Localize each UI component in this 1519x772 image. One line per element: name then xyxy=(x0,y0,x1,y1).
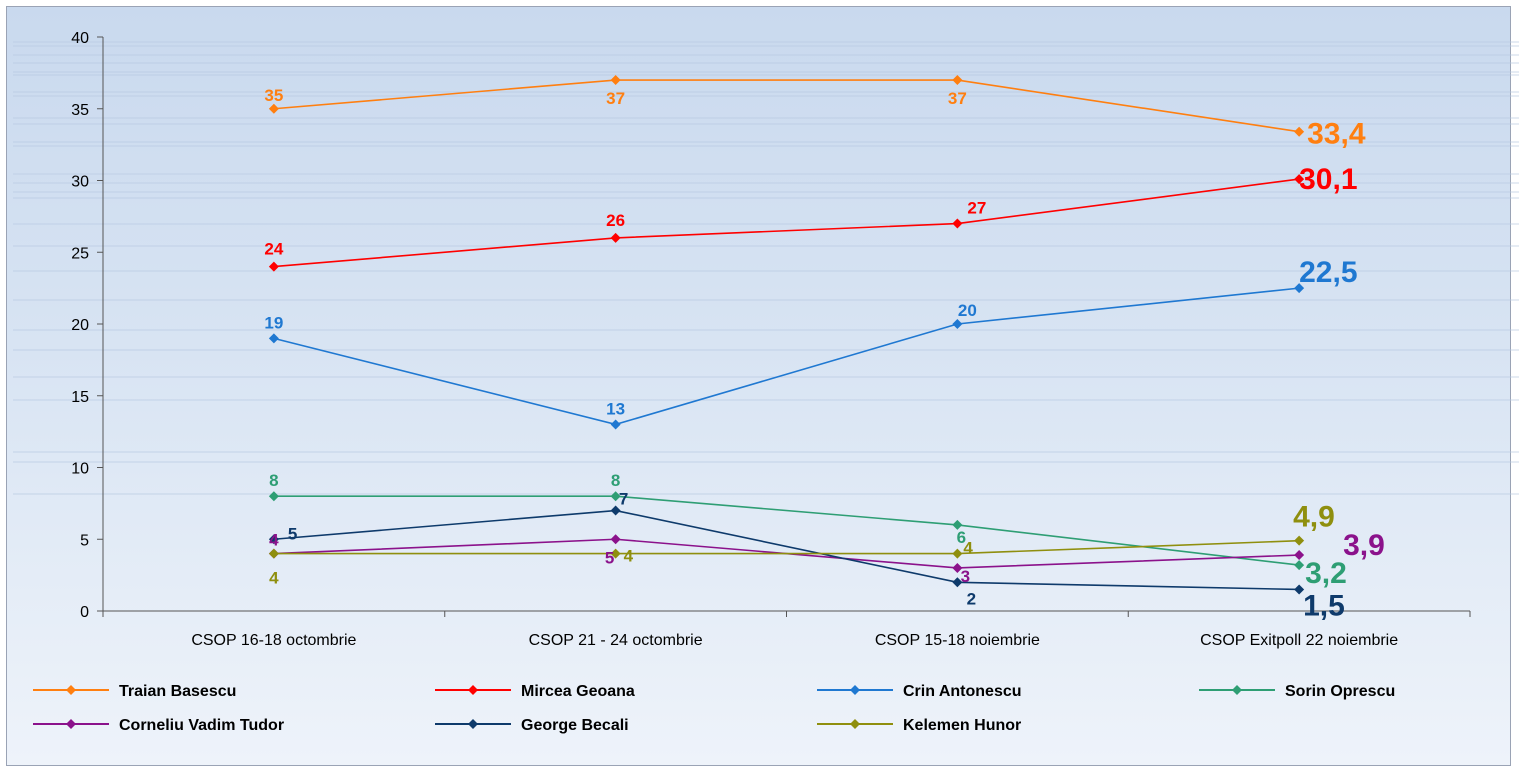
legend-marker xyxy=(468,719,478,729)
data-label: 37 xyxy=(948,89,967,108)
data-label: 22,5 xyxy=(1299,256,1357,289)
plot-background-stripes xyxy=(13,41,1519,495)
data-label: 4 xyxy=(269,569,279,588)
y-tick-label: 20 xyxy=(71,317,89,334)
legend-marker xyxy=(850,685,860,695)
series-line xyxy=(273,178,1300,268)
data-label: 24 xyxy=(264,240,283,259)
y-tick-label: 10 xyxy=(71,461,89,478)
data-label: 8 xyxy=(611,471,620,490)
data-point-marker xyxy=(1294,535,1305,546)
data-point-marker xyxy=(610,534,621,545)
data-label: 8 xyxy=(269,471,278,490)
legend-label: Sorin Oprescu xyxy=(1285,683,1395,700)
legend-label: Mircea Geoana xyxy=(521,683,635,700)
legend-label: Kelemen Hunor xyxy=(903,717,1021,734)
x-tick-label: CSOP 15-18 noiembrie xyxy=(875,632,1040,649)
data-label: 19 xyxy=(264,313,283,332)
data-point-marker xyxy=(1294,584,1305,595)
data-label: 5 xyxy=(288,524,297,543)
y-tick-label: 15 xyxy=(71,389,89,406)
x-tick-label: CSOP 16-18 octombrie xyxy=(191,632,356,649)
data-label: 3 xyxy=(961,567,970,586)
data-point-marker xyxy=(268,548,279,559)
data-label: 4,9 xyxy=(1293,501,1335,534)
y-tick-label: 0 xyxy=(80,604,89,621)
data-point-marker xyxy=(952,319,963,329)
data-point-marker xyxy=(268,534,279,545)
data-point-marker xyxy=(1294,126,1305,137)
series-line xyxy=(273,495,1300,566)
data-label: 4 xyxy=(269,531,279,550)
legend-marker xyxy=(66,685,76,695)
data-point-marker xyxy=(952,577,963,588)
series-line xyxy=(273,79,1300,133)
data-label: 30,1 xyxy=(1299,163,1357,196)
data-point-marker xyxy=(1294,283,1305,294)
y-tick-label: 35 xyxy=(71,102,89,119)
series-lines xyxy=(268,75,1305,595)
legend-marker xyxy=(850,719,860,729)
data-point-marker xyxy=(268,333,279,344)
y-tick-label: 30 xyxy=(71,174,89,191)
data-label: 5 xyxy=(605,548,614,567)
data-label: 26 xyxy=(606,211,625,230)
data-point-marker xyxy=(952,548,963,559)
data-label: 1,5 xyxy=(1303,589,1345,622)
data-label: 13 xyxy=(606,399,625,418)
data-label: 20 xyxy=(958,301,977,320)
data-point-marker xyxy=(952,519,963,530)
data-point-marker xyxy=(610,491,621,502)
data-label: 37 xyxy=(606,89,625,108)
legend-label: Crin Antonescu xyxy=(903,683,1022,700)
data-point-marker xyxy=(268,491,279,502)
data-label: 3,2 xyxy=(1305,557,1347,590)
legend-label: Corneliu Vadim Tudor xyxy=(119,717,284,734)
series-line xyxy=(273,539,1300,555)
chart-frame xyxy=(6,6,1511,766)
data-label: 35 xyxy=(264,86,283,105)
x-tick-label: CSOP Exitpoll 22 noiembrie xyxy=(1200,632,1398,649)
data-point-marker xyxy=(268,103,279,114)
data-point-marker xyxy=(1294,174,1305,185)
x-tick-label: CSOP 21 - 24 octombrie xyxy=(529,632,703,649)
legend: Traian Basescu Mircea Geoana Crin Antonesc… xyxy=(33,683,1395,734)
data-label: 2 xyxy=(967,589,976,608)
series-line xyxy=(273,509,1300,591)
data-point-marker xyxy=(610,505,621,516)
series-line xyxy=(273,287,1300,426)
data-label: 7 xyxy=(619,490,628,509)
data-label: 3,9 xyxy=(1343,529,1385,562)
data-point-marker xyxy=(1294,560,1305,571)
data-point-marker xyxy=(952,218,963,229)
y-tick-label: 25 xyxy=(71,245,89,262)
data-label: 33,4 xyxy=(1307,118,1366,151)
data-point-marker xyxy=(610,419,621,430)
y-tick-label: 40 xyxy=(71,30,89,47)
data-point-marker xyxy=(610,75,621,86)
legend-marker xyxy=(1232,685,1242,695)
data-point-marker xyxy=(1294,550,1305,561)
data-point-marker xyxy=(610,232,621,243)
data-label: 4 xyxy=(963,539,973,558)
data-point-marker xyxy=(952,562,963,573)
legend-label: Traian Basescu xyxy=(119,683,236,700)
data-label: 6 xyxy=(957,528,966,547)
legend-label: George Becali xyxy=(521,717,629,734)
legend-marker xyxy=(468,685,478,695)
data-label: 4 xyxy=(624,547,634,566)
y-tick-label: 5 xyxy=(80,532,89,549)
data-point-marker xyxy=(952,75,963,86)
legend-marker xyxy=(66,719,76,729)
data-point-marker xyxy=(268,261,279,272)
data-label: 27 xyxy=(967,199,986,218)
data-point-marker xyxy=(610,548,621,559)
